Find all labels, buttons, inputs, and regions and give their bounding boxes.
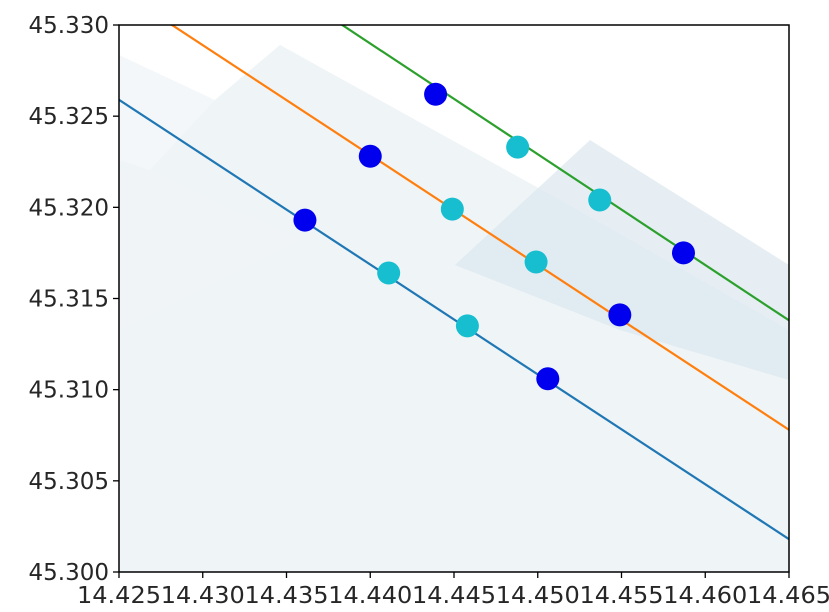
y-tick-label: 45.315 xyxy=(29,287,109,313)
plot-frame xyxy=(118,24,790,573)
scatter-point xyxy=(506,135,530,159)
x-tick-label: 14.465 xyxy=(747,583,829,609)
x-tick-label: 14.430 xyxy=(161,583,245,609)
scatter-points xyxy=(293,82,695,391)
background-shape xyxy=(119,45,789,572)
x-tick-label: 14.445 xyxy=(412,583,496,609)
y-tick-label: 45.310 xyxy=(29,378,109,404)
scatter-point xyxy=(524,250,548,274)
background-shape xyxy=(119,170,300,330)
scatter-point xyxy=(588,188,612,212)
x-tick-label: 14.450 xyxy=(496,583,580,609)
scatter-point xyxy=(293,208,317,232)
background-shading xyxy=(119,45,789,572)
plot-area xyxy=(119,25,789,572)
y-tick-label: 45.320 xyxy=(29,195,109,221)
background-shape xyxy=(455,140,789,380)
y-tick-label: 45.305 xyxy=(29,469,109,495)
scatter-point xyxy=(358,144,382,168)
x-tick-label: 14.440 xyxy=(328,583,412,609)
series-line-3 xyxy=(340,25,789,322)
scatter-point xyxy=(424,82,448,106)
y-tick-label: 45.325 xyxy=(29,104,109,130)
y-tick-label: 45.300 xyxy=(29,560,109,586)
scatter-point xyxy=(455,314,479,338)
series-line-2 xyxy=(170,25,789,431)
x-tick-label: 14.435 xyxy=(245,583,329,609)
x-tick-label: 14.455 xyxy=(580,583,664,609)
axes: 14.425 14.430 14.435 14.440 14.445 14.450 14.4… xyxy=(29,13,829,609)
x-tick-label: 14.425 xyxy=(77,583,161,609)
scatter-point xyxy=(377,261,401,285)
scatter-point xyxy=(608,303,632,327)
scatter-point xyxy=(671,241,695,265)
scatter-point xyxy=(536,367,560,391)
y-tick-label: 45.330 xyxy=(29,13,109,39)
x-tick-label: 14.460 xyxy=(663,583,747,609)
series-line-1 xyxy=(119,98,789,541)
series-lines xyxy=(119,25,789,541)
scatter-point xyxy=(440,197,464,221)
